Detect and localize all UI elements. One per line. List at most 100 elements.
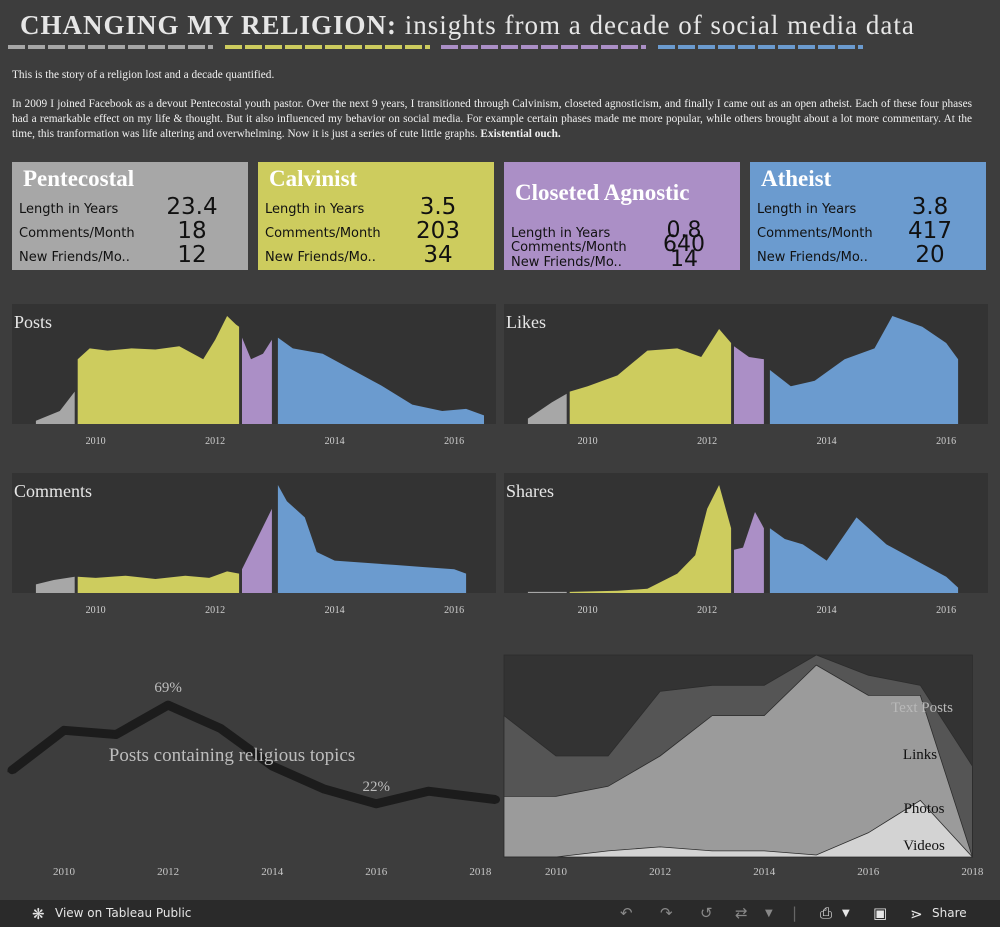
stacked-area-videos xyxy=(504,799,974,858)
phase-stat-value: 20 xyxy=(915,242,945,268)
title-underline-atheist xyxy=(658,45,863,49)
phase-stat-value: 14 xyxy=(670,247,698,272)
phase-stat-value: 203 xyxy=(416,218,460,244)
x-tick-label: 2010 xyxy=(578,605,598,616)
area-series-closeted-agnostic xyxy=(734,512,764,593)
phase-card-calvinist: Calvinist Length in Years 3.5 Comments/Mont… xyxy=(258,162,494,270)
area-series-closeted-agnostic xyxy=(734,346,764,424)
area-chart-svg: Comments 2010 2012 2014 2016 xyxy=(14,481,467,616)
x-tick-label: 2014 xyxy=(817,605,837,616)
stacked-area-svg: Text Posts Links Photos Videos 2010 2012 2014 2… xyxy=(503,654,984,878)
area-series-atheist xyxy=(277,337,484,424)
area-series-pentecostal xyxy=(527,591,567,593)
toolbar-divider: | xyxy=(792,904,798,922)
x-tick-label: 2018 xyxy=(961,866,984,878)
phase-stat-label: New Friends/Mo.. xyxy=(265,250,376,265)
title-underline-agnostic xyxy=(441,45,646,49)
x-tick-label: 2012 xyxy=(205,605,225,616)
series-label: Videos xyxy=(903,838,945,854)
line-point xyxy=(492,795,500,804)
share-icon[interactable]: ⋗ xyxy=(910,905,923,923)
x-tick-label: 2016 xyxy=(936,436,956,447)
phase-stat-label: Length in Years xyxy=(757,202,857,217)
refresh-icon[interactable]: ⇄ xyxy=(735,904,748,922)
phase-card-title: Atheist xyxy=(761,166,832,191)
phase-card-title: Calvinist xyxy=(269,166,358,191)
phase-card-atheist: Atheist Length in Years 3.8 Comments/Month 4… xyxy=(750,162,986,270)
phase-stat-value: 23.4 xyxy=(166,194,218,220)
line-annotation: 69% xyxy=(154,680,182,696)
area-series-atheist xyxy=(769,517,959,593)
x-tick-label: 2010 xyxy=(86,436,106,447)
revert-icon[interactable]: ↺ xyxy=(700,904,713,922)
phase-card-agnostic: Closeted Agnostic Length in Years 0.8 Comme… xyxy=(504,162,740,272)
religious-topics-chart: 69% 22% Posts containing religious topics 2… xyxy=(7,640,500,885)
x-tick-label: 2016 xyxy=(444,436,464,447)
phase-stat-value: 3.8 xyxy=(911,194,949,220)
area-series-pentecostal xyxy=(527,393,567,424)
phase-stat-value: 12 xyxy=(177,242,207,268)
download-icon[interactable]: ⎙ xyxy=(820,904,833,922)
x-tick-label: 2018 xyxy=(469,866,492,878)
phase-stat-value: 18 xyxy=(177,218,207,244)
view-on-tableau-link[interactable]: View on Tableau Public xyxy=(55,906,192,920)
x-tick-label: 2016 xyxy=(857,866,880,878)
intro-line: This is the story of a religion lost and… xyxy=(12,69,275,81)
area-series-calvinist xyxy=(77,316,240,424)
x-tick-label: 2014 xyxy=(325,436,345,447)
refresh-dropdown-icon[interactable]: ▼ xyxy=(765,908,773,919)
phase-stat-value: 640 xyxy=(663,232,705,257)
x-tick-label: 2016 xyxy=(936,605,956,616)
phase-stat-label: Comments/Month xyxy=(265,226,381,241)
x-tick-label: 2014 xyxy=(753,866,776,878)
series-label: Photos xyxy=(904,801,945,817)
line-point xyxy=(268,762,277,770)
phase-stat-label: New Friends/Mo.. xyxy=(511,255,622,270)
phase-stat-label: Length in Years xyxy=(19,202,119,217)
x-tick-label: 2012 xyxy=(157,866,179,878)
area-chart-svg: Posts 2010 2012 2014 2016 xyxy=(14,312,484,447)
fullscreen-icon[interactable]: ▣ xyxy=(873,904,888,922)
tableau-logo-icon: ❋ xyxy=(32,905,45,923)
likes-chart: Likes 2010 2012 2014 2016 xyxy=(504,304,988,447)
area-series-pentecostal xyxy=(35,576,75,593)
area-series-calvinist xyxy=(569,485,732,593)
phase-stat-label: New Friends/Mo.. xyxy=(19,250,130,265)
phase-stat-label: Comments/Month xyxy=(19,226,135,241)
phase-stat-value: 3.5 xyxy=(419,194,457,220)
x-tick-label: 2014 xyxy=(261,866,284,878)
x-tick-label: 2016 xyxy=(444,605,464,616)
x-tick-label: 2016 xyxy=(365,866,388,878)
area-series-calvinist xyxy=(569,329,732,424)
shares-chart: Shares 2010 2012 2014 2016 xyxy=(504,473,988,616)
x-tick-label: 2012 xyxy=(649,866,671,878)
line-point xyxy=(164,701,173,710)
x-tick-label: 2012 xyxy=(697,436,717,447)
posts-chart: Posts 2010 2012 2014 2016 xyxy=(12,304,496,447)
area-chart-svg: Shares 2010 2012 2014 2016 xyxy=(506,481,959,616)
intro-text: This is the story of a religion lost and… xyxy=(12,68,972,156)
x-tick-label: 2010 xyxy=(53,866,76,878)
share-button[interactable]: Share xyxy=(932,906,967,920)
area-series-calvinist xyxy=(77,571,240,593)
x-tick-label: 2014 xyxy=(325,605,345,616)
x-tick-label: 2010 xyxy=(545,866,568,878)
intro-paragraph: In 2009 I joined Facebook as a devout Pe… xyxy=(12,98,972,140)
x-tick-label: 2010 xyxy=(578,436,598,447)
line-chart-svg: 69% 22% Posts containing religious topics 2… xyxy=(7,680,500,878)
download-dropdown-icon[interactable]: ▼ xyxy=(842,908,850,919)
chart-title: Posts containing religious topics xyxy=(109,745,355,766)
chart-title: Likes xyxy=(506,312,546,332)
line-point xyxy=(8,766,16,775)
x-tick-label: 2010 xyxy=(86,605,106,616)
area-series-atheist xyxy=(769,316,959,424)
phase-stat-label: Comments/Month xyxy=(511,240,627,255)
series-label: Links xyxy=(903,747,937,763)
post-types-chart: Text Posts Links Photos Videos 2010 2012 2014 2… xyxy=(503,654,988,885)
phase-stat-value: 34 xyxy=(423,242,453,268)
undo-icon[interactable]: ↶ xyxy=(620,904,633,922)
x-tick-label: 2012 xyxy=(205,436,225,447)
chart-title: Comments xyxy=(14,481,92,501)
area-chart-svg: Likes 2010 2012 2014 2016 xyxy=(506,312,959,447)
redo-icon[interactable]: ↷ xyxy=(660,904,673,922)
